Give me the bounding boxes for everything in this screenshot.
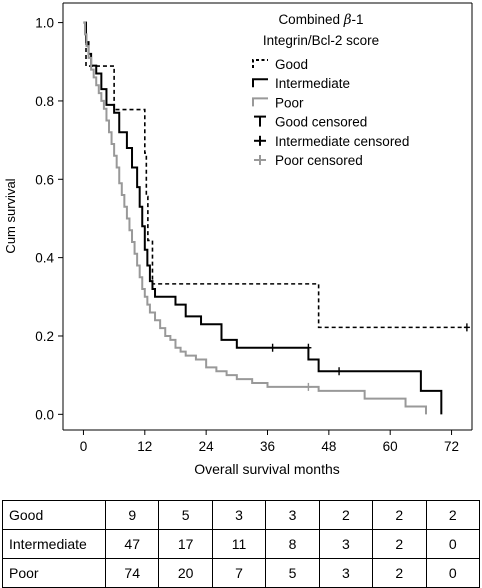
legend-swatch — [252, 97, 268, 107]
table-row: Good 9 5 3 3 2 2 2 — [2, 500, 481, 530]
table-cell: 8 — [265, 529, 320, 559]
table-cell: 9 — [104, 500, 160, 530]
legend-entries: Good Intermediate Poor Good censored Interme… — [252, 57, 409, 168]
y-tick-label: 0.4 — [35, 251, 54, 266]
censor-mark-intermediate — [269, 343, 276, 352]
x-tick-label: 12 — [137, 439, 152, 454]
table-cell: 3 — [318, 558, 374, 588]
numbers-at-risk-table: Good 9 5 3 3 2 2 2 Intermediate 47 17 11… — [2, 500, 481, 588]
legend-label: Poor — [275, 95, 304, 110]
y-tick-label: 1.0 — [35, 16, 54, 31]
censor-mark-poor — [305, 382, 312, 391]
plot-frame — [62, 2, 473, 431]
legend-entry-intermediate-censored: Intermediate censored — [254, 134, 409, 149]
legend-entry-poor-censored: Poor censored — [254, 153, 363, 168]
table-cell: 5 — [265, 558, 320, 588]
legend-title-line1: Combined β-1 — [278, 12, 363, 28]
table-cell: 3 — [318, 529, 374, 559]
x-tick-label: 60 — [383, 439, 398, 454]
legend-label: Intermediate — [275, 76, 350, 91]
legend-label: Good censored — [275, 115, 367, 130]
table-cell: 17 — [158, 529, 213, 559]
table-cell: 7 — [211, 558, 267, 588]
series-line-poor — [83, 21, 427, 415]
x-tick-label: 72 — [444, 439, 459, 454]
series-line-good — [83, 21, 467, 329]
table-cell: 47 — [104, 529, 160, 559]
legend-label: Good — [275, 57, 308, 72]
censor-mark-good — [463, 323, 470, 332]
x-tick-label: 36 — [260, 439, 275, 454]
series-layer — [83, 21, 470, 415]
y-axis-ticks: 0.0 0.2 0.4 0.6 0.8 1.0 — [35, 16, 63, 422]
x-tick-label: 24 — [199, 439, 215, 454]
y-axis-label: Cum survival — [3, 178, 18, 253]
legend: Combined β-1 Integrin/Bcl-2 score Good In… — [252, 12, 409, 168]
table-cell: 2 — [372, 529, 427, 559]
legend-entry-intermediate: Intermediate — [252, 76, 350, 91]
legend-title-line2: Integrin/Bcl-2 score — [263, 33, 379, 48]
legend-entry-good-censored: Good censored — [254, 115, 367, 130]
table-cell: 5 — [158, 500, 213, 530]
legend-entry-good: Good — [252, 57, 308, 72]
x-axis-label: Overall survival months — [194, 461, 340, 477]
table-cell: 0 — [425, 558, 481, 588]
legend-entry-poor: Poor — [252, 95, 304, 110]
table-cell: 20 — [158, 558, 213, 588]
legend-label: Intermediate censored — [275, 134, 409, 149]
table-cell: 2 — [318, 500, 374, 530]
table-cell: 74 — [104, 558, 160, 588]
censor-mark-intermediate — [336, 367, 343, 376]
censor-mark-intermediate — [305, 343, 312, 352]
x-tick-label: 48 — [321, 439, 336, 454]
legend-label: Poor censored — [275, 153, 363, 168]
x-tick-label: 0 — [80, 439, 88, 454]
table-cell: 11 — [211, 529, 267, 559]
row-label: Poor — [2, 558, 106, 588]
table-cell: 2 — [425, 500, 481, 530]
table-cell: 2 — [372, 500, 427, 530]
survival-chart: 0.0 0.2 0.4 0.6 0.8 1.0 0 12 24 36 48 60 72 Cum sur… — [3, 2, 473, 477]
table-row: Poor 74 20 7 5 3 2 0 — [2, 558, 481, 588]
row-label: Good — [2, 500, 106, 530]
row-label: Intermediate — [2, 529, 106, 559]
table-cell: 2 — [372, 558, 427, 588]
table-cell: 3 — [265, 500, 320, 530]
table-cell: 0 — [425, 529, 481, 559]
legend-swatch — [252, 78, 268, 88]
table-cell: 3 — [211, 500, 267, 530]
y-tick-label: 0.2 — [35, 329, 54, 344]
y-tick-label: 0.8 — [35, 94, 54, 109]
y-tick-label: 0.0 — [35, 407, 54, 422]
table-row: Intermediate 47 17 11 8 3 2 0 — [2, 529, 481, 559]
legend-swatch — [252, 59, 268, 68]
x-axis-ticks: 0 12 24 36 48 60 72 — [80, 430, 459, 454]
y-tick-label: 0.6 — [35, 172, 54, 187]
series-line-intermediate — [83, 21, 443, 415]
